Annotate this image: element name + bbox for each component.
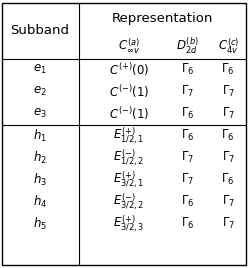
- Text: $h_5$: $h_5$: [33, 216, 47, 232]
- Text: Subband: Subband: [10, 24, 69, 37]
- Text: $C^{(-)}(1)$: $C^{(-)}(1)$: [109, 105, 149, 122]
- Text: $e_2$: $e_2$: [33, 85, 47, 98]
- Text: $\Gamma_6$: $\Gamma_6$: [181, 62, 194, 77]
- Text: $\Gamma_7$: $\Gamma_7$: [221, 216, 235, 231]
- Text: $\Gamma_7$: $\Gamma_7$: [221, 106, 235, 121]
- Text: $\Gamma_6$: $\Gamma_6$: [181, 194, 194, 209]
- Text: $E_{1/2,1}^{(+)}$: $E_{1/2,1}^{(+)}$: [113, 126, 145, 146]
- Text: $\Gamma_7$: $\Gamma_7$: [181, 172, 194, 187]
- Text: $D_{2d}^{(b)}$: $D_{2d}^{(b)}$: [176, 36, 199, 56]
- Text: $E_{1/2,2}^{(-)}$: $E_{1/2,2}^{(-)}$: [113, 148, 145, 168]
- Text: $h_1$: $h_1$: [33, 128, 47, 144]
- Text: $\Gamma_6$: $\Gamma_6$: [181, 216, 194, 231]
- Text: $\Gamma_6$: $\Gamma_6$: [181, 106, 194, 121]
- Text: $C_{\infty v}^{(a)}$: $C_{\infty v}^{(a)}$: [118, 36, 140, 56]
- Text: $h_2$: $h_2$: [33, 150, 47, 166]
- Text: $C_{4v}^{(c)}$: $C_{4v}^{(c)}$: [217, 36, 239, 56]
- Text: $\Gamma_7$: $\Gamma_7$: [221, 150, 235, 165]
- Text: $e_3$: $e_3$: [33, 107, 47, 120]
- Text: $\Gamma_7$: $\Gamma_7$: [181, 84, 194, 99]
- Text: Representation: Representation: [112, 12, 213, 25]
- Text: $\Gamma_6$: $\Gamma_6$: [221, 172, 235, 187]
- Text: $h_3$: $h_3$: [33, 172, 47, 188]
- Text: $C^{(+)}(0)$: $C^{(+)}(0)$: [109, 61, 149, 79]
- Text: $\Gamma_7$: $\Gamma_7$: [221, 84, 235, 99]
- Text: $\Gamma_6$: $\Gamma_6$: [181, 128, 194, 143]
- Text: $\Gamma_7$: $\Gamma_7$: [181, 150, 194, 165]
- Text: $E_{3/2,3}^{(+)}$: $E_{3/2,3}^{(+)}$: [113, 214, 145, 234]
- Text: $E_{3/2,1}^{(+)}$: $E_{3/2,1}^{(+)}$: [113, 170, 145, 190]
- Text: $\Gamma_6$: $\Gamma_6$: [221, 128, 235, 143]
- Text: $e_1$: $e_1$: [33, 64, 47, 76]
- Text: $h_4$: $h_4$: [32, 194, 47, 210]
- Text: $\Gamma_6$: $\Gamma_6$: [221, 62, 235, 77]
- Text: $C^{(-)}(1)$: $C^{(-)}(1)$: [109, 83, 149, 100]
- Text: $E_{3/2,2}^{(-)}$: $E_{3/2,2}^{(-)}$: [113, 192, 145, 212]
- Text: $\Gamma_7$: $\Gamma_7$: [221, 194, 235, 209]
